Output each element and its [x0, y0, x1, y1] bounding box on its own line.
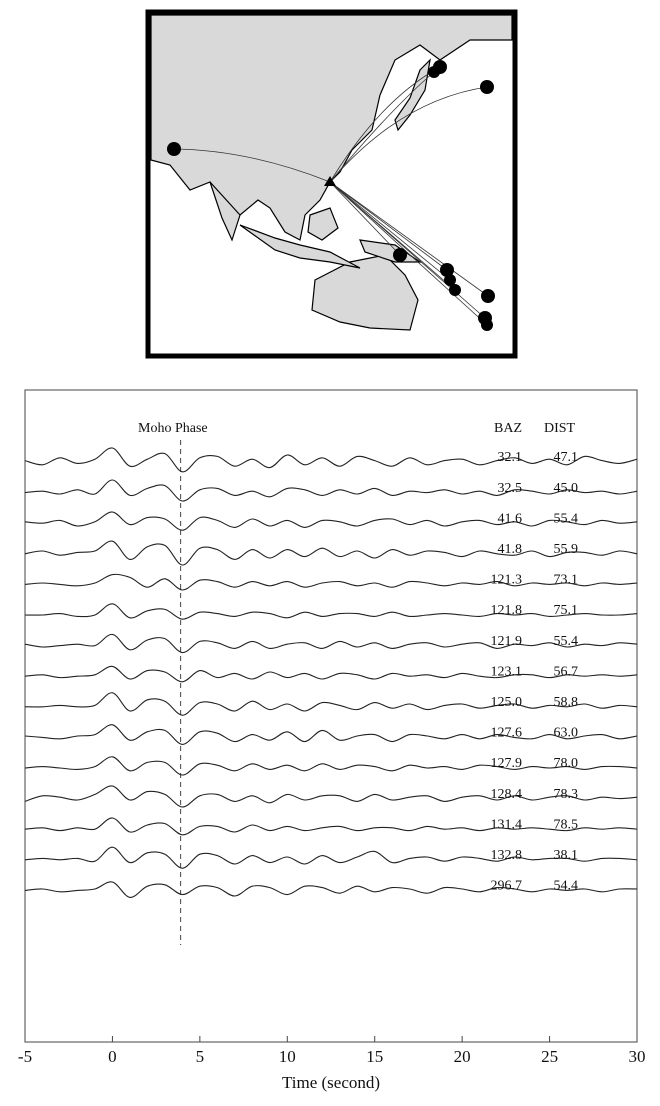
- indonesia: [239, 224, 361, 269]
- baz-label: 121.3: [491, 573, 523, 588]
- event: [449, 284, 461, 296]
- baz-label: 132.8: [491, 848, 523, 863]
- baz-label: 32.5: [498, 481, 523, 496]
- dist-label: 78.5: [554, 817, 579, 832]
- baz-label: 121.8: [491, 603, 523, 618]
- x-tick-label: 15: [366, 1047, 383, 1066]
- ray-path: [329, 71, 435, 183]
- event: [481, 319, 493, 331]
- dist-label: 55.9: [554, 542, 579, 557]
- column-header: BAZ: [494, 421, 522, 436]
- dist-label: 55.4: [554, 634, 579, 649]
- plot-frame: [24, 389, 638, 1043]
- x-tick-label: 5: [196, 1047, 205, 1066]
- baz-label: 127.9: [491, 756, 523, 771]
- event: [440, 263, 454, 277]
- column-header: DIST: [544, 421, 576, 436]
- x-tick-label: 30: [629, 1047, 646, 1066]
- trace: [24, 540, 638, 566]
- ray-path: [329, 181, 448, 271]
- dist-label: 73.1: [554, 573, 579, 588]
- x-tick-label: 20: [454, 1047, 471, 1066]
- event: [480, 80, 494, 94]
- station: [324, 176, 336, 186]
- ray-path: [173, 148, 331, 183]
- x-tick-label: 10: [279, 1047, 296, 1066]
- baz-label: 131.4: [491, 817, 523, 832]
- ray-path: [329, 181, 451, 281]
- event: [167, 142, 181, 156]
- borneo: [307, 207, 339, 241]
- japan: [394, 58, 431, 132]
- trace: [24, 479, 638, 502]
- event-dots: [167, 60, 495, 331]
- dist-label: 75.1: [554, 603, 579, 618]
- trace: [24, 785, 638, 808]
- ray-path: [329, 181, 401, 256]
- baz-label: 125.0: [491, 695, 523, 710]
- baz-label: 121.9: [491, 634, 523, 649]
- dist-label: 47.1: [554, 450, 579, 465]
- india: [209, 181, 241, 242]
- dist-label: 78.0: [554, 756, 579, 771]
- event: [428, 66, 440, 78]
- trace: [24, 511, 638, 531]
- dist-label: 54.4: [554, 879, 579, 894]
- australia: [311, 254, 419, 331]
- ray-path: [329, 181, 489, 297]
- x-axis-label: Time (second): [282, 1073, 380, 1092]
- trace: [24, 881, 638, 898]
- trace: [24, 573, 638, 591]
- trace: [24, 756, 638, 776]
- map: [145, 9, 518, 359]
- trace: [24, 633, 638, 654]
- event-paths: [173, 66, 489, 326]
- trace: [24, 817, 638, 836]
- dist-label: 63.0: [554, 726, 579, 741]
- dist-label: 78.3: [554, 787, 579, 802]
- x-tick-label: 0: [108, 1047, 117, 1066]
- trace: [24, 447, 638, 473]
- event: [481, 289, 495, 303]
- baz-label: 128.4: [491, 787, 523, 802]
- baz-label: 296.7: [491, 879, 523, 894]
- dist-label: 55.4: [554, 511, 579, 526]
- x-tick-label: -5: [18, 1047, 32, 1066]
- event: [444, 274, 456, 286]
- baz-label: 127.6: [491, 726, 523, 741]
- trace: [24, 603, 638, 620]
- dist-label: 56.7: [554, 664, 579, 679]
- dist-label: 45.0: [554, 481, 579, 496]
- trace: [24, 724, 638, 745]
- ray-path: [329, 181, 486, 319]
- baz-label: 123.1: [491, 664, 523, 679]
- ray-path: [329, 181, 488, 326]
- x-tick-label: 25: [541, 1047, 558, 1066]
- trace: [24, 692, 638, 716]
- dist-label: 38.1: [554, 848, 579, 863]
- baz-label: 32.1: [498, 450, 523, 465]
- ray-path: [329, 66, 441, 183]
- event: [393, 248, 407, 262]
- baz-label: 41.6: [498, 511, 523, 526]
- ray-path: [329, 86, 488, 183]
- baz-label: 41.8: [498, 542, 523, 557]
- trace: [24, 846, 638, 869]
- dist-label: 58.8: [554, 695, 579, 710]
- moho-label: Moho Phase: [138, 421, 208, 436]
- trace: [24, 665, 638, 683]
